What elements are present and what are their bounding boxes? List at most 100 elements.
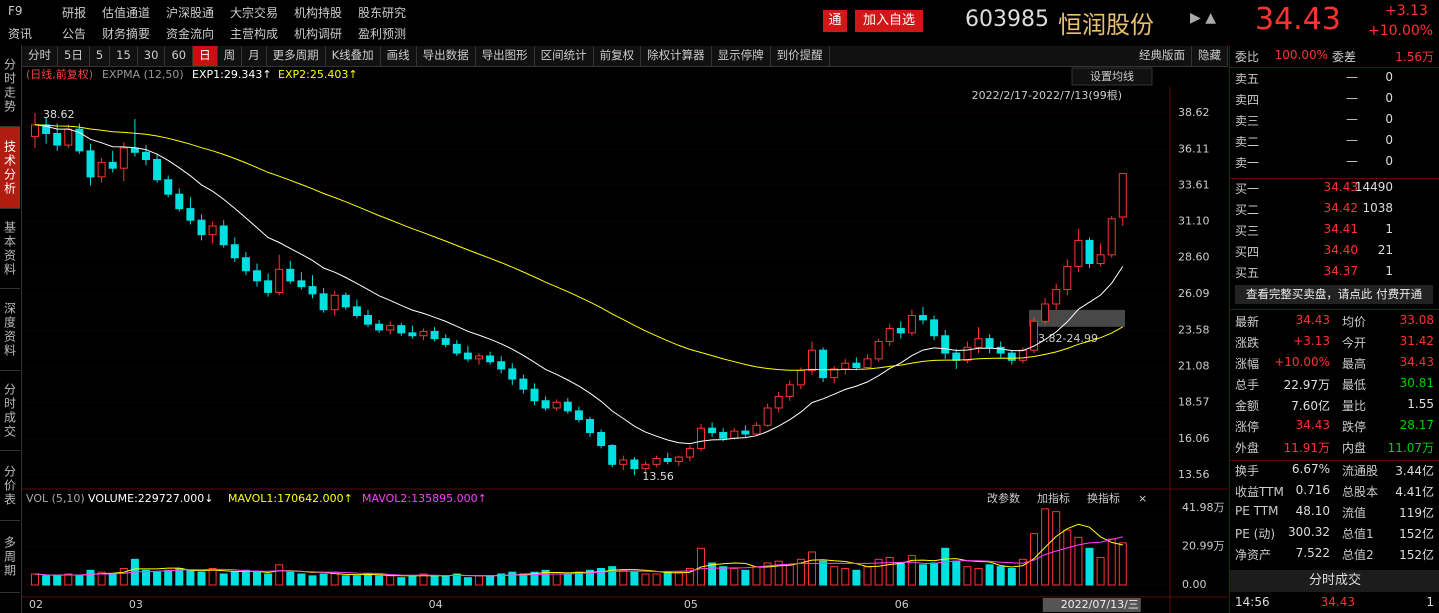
- candle-body: [697, 427, 705, 449]
- badge[interactable]: 通: [823, 10, 847, 32]
- menu-item[interactable]: 机构持股: [294, 6, 343, 20]
- toolbar-item[interactable]: 30: [138, 46, 166, 66]
- quote-panel: 委比 100.00% 委差 1.56万 卖五 — 0 卖四 — 0 卖三 — 0 卖二 — 0 卖一 — 0 买一 34…: [1229, 45, 1439, 613]
- volume-bar: [930, 562, 939, 586]
- toolbar-item[interactable]: 画线: [381, 46, 417, 66]
- volume-bar: [774, 560, 783, 586]
- candle-body: [652, 458, 661, 465]
- candle-body: [31, 124, 39, 137]
- candle-body: [219, 225, 228, 246]
- menu-item[interactable]: F9: [8, 4, 23, 18]
- volume-bar: [896, 562, 905, 586]
- volume-bar: [541, 569, 550, 586]
- candle-body: [552, 401, 561, 409]
- side-tab[interactable]: 分时走势: [0, 45, 20, 127]
- toolbar-item[interactable]: 5日: [58, 46, 90, 66]
- side-tab[interactable]: 多周期: [0, 521, 20, 593]
- toolbar-item[interactable]: 月: [242, 46, 267, 66]
- y-tick-label: 31.10: [1178, 215, 1210, 228]
- toolbar-item[interactable]: 除权计算器: [641, 46, 712, 66]
- candle-body: [375, 323, 384, 331]
- close-button[interactable]: ×: [1138, 492, 1147, 505]
- toolbar-item[interactable]: 到价提醒: [771, 46, 830, 66]
- toolbar-item[interactable]: K线叠加: [326, 46, 381, 66]
- stat-label: 总值1: [1342, 527, 1374, 541]
- toolbar-item[interactable]: 60: [165, 46, 194, 66]
- menu-item[interactable]: 估值通道: [102, 6, 151, 20]
- stat-label: 换手: [1235, 464, 1260, 478]
- toolbar-item[interactable]: 导出图形: [476, 46, 535, 66]
- menu-item[interactable]: 财务摘要: [102, 27, 151, 41]
- toolbar-item[interactable]: 5: [90, 46, 111, 66]
- volume-bar: [75, 575, 84, 586]
- volume-button[interactable]: 加指标: [1037, 491, 1070, 505]
- volume-bar: [907, 555, 916, 586]
- settings-button[interactable]: 设置均线: [1090, 69, 1134, 83]
- side-tab[interactable]: 分时成交: [0, 371, 20, 451]
- volume-bar: [375, 575, 384, 586]
- menu-item[interactable]: 公告: [62, 27, 87, 41]
- nav-arrows[interactable]: ▶ ▲: [1190, 10, 1216, 26]
- menu-item[interactable]: 资金流向: [166, 27, 215, 41]
- candle-body: [819, 349, 828, 379]
- toolbar-item[interactable]: 经典版面: [1133, 46, 1192, 66]
- toolbar-item[interactable]: 分时: [22, 46, 58, 66]
- toolbar-item[interactable]: 隐藏: [1192, 46, 1228, 66]
- volume-button[interactable]: 改参数: [987, 491, 1020, 505]
- watch-button[interactable]: 加入自选: [855, 10, 923, 32]
- toolbar-item[interactable]: 更多周期: [267, 46, 326, 66]
- volume-bar: [352, 575, 361, 586]
- volume-bar: [1085, 547, 1094, 586]
- y-tick-label: 16.06: [1178, 432, 1210, 445]
- stat-value: 0.716: [1295, 483, 1330, 497]
- volume-button[interactable]: 换指标: [1087, 491, 1120, 505]
- menu-item[interactable]: 研报: [62, 6, 87, 20]
- menu-item[interactable]: 盈利预测: [358, 27, 407, 41]
- ask-label: 卖五: [1235, 72, 1260, 86]
- stat-label: PE (动): [1235, 527, 1275, 541]
- stat-label: 跌停: [1342, 420, 1367, 434]
- menu-item[interactable]: 大宗交易: [230, 6, 279, 20]
- side-tab[interactable]: 深度资料: [0, 289, 20, 371]
- toolbar-item[interactable]: 区间统计: [535, 46, 594, 66]
- volume-bar: [552, 573, 561, 586]
- side-tab[interactable]: 基本资料: [0, 209, 20, 289]
- candle-body: [586, 419, 594, 434]
- side-tab[interactable]: 技术分析: [0, 127, 20, 209]
- candle-body: [541, 400, 550, 409]
- toolbar-item[interactable]: 导出数据: [417, 46, 476, 66]
- candle-body: [919, 315, 927, 321]
- volume-bar: [941, 547, 950, 586]
- candle-body: [597, 432, 606, 447]
- candle-body: [175, 193, 184, 210]
- candle-body: [619, 459, 628, 465]
- menu-item[interactable]: 主营构成: [230, 27, 279, 41]
- ema-line: [34, 124, 1124, 445]
- volume-bar: [275, 564, 284, 586]
- settings-button-bg[interactable]: [1071, 67, 1153, 86]
- side-tab[interactable]: 分价表: [0, 451, 20, 521]
- menu-item[interactable]: 机构调研: [294, 27, 343, 41]
- y-tick-label: 33.61: [1178, 178, 1210, 191]
- candle-body: [830, 368, 839, 379]
- x-tick-label: 02: [29, 598, 43, 611]
- candle-body: [64, 128, 73, 146]
- toolbar-item[interactable]: 周: [218, 46, 243, 66]
- high-label: 38.62: [43, 108, 75, 121]
- toolbar-item[interactable]: 显示停牌: [712, 46, 771, 66]
- y-tick-label: 36.11: [1178, 142, 1210, 155]
- menu-item[interactable]: 股东研究: [358, 6, 407, 20]
- menu-item[interactable]: 沪深股通: [166, 6, 215, 20]
- notice[interactable]: 查看完整买卖盘，请点此 付费开通: [1235, 285, 1433, 304]
- ask-label: 卖一: [1235, 156, 1260, 170]
- volume-bar: [752, 566, 761, 586]
- divider: [1230, 67, 1439, 68]
- toolbar-item[interactable]: 前复权: [594, 46, 642, 66]
- toolbar-item[interactable]: 15: [110, 46, 138, 66]
- volume-bar: [563, 573, 572, 586]
- toolbar-item[interactable]: 日: [193, 46, 218, 66]
- x-tick-label: 05: [684, 598, 698, 611]
- menu-item[interactable]: 资讯: [8, 27, 33, 41]
- volume-indicator: VOLUME:229727.000↓: [88, 492, 213, 505]
